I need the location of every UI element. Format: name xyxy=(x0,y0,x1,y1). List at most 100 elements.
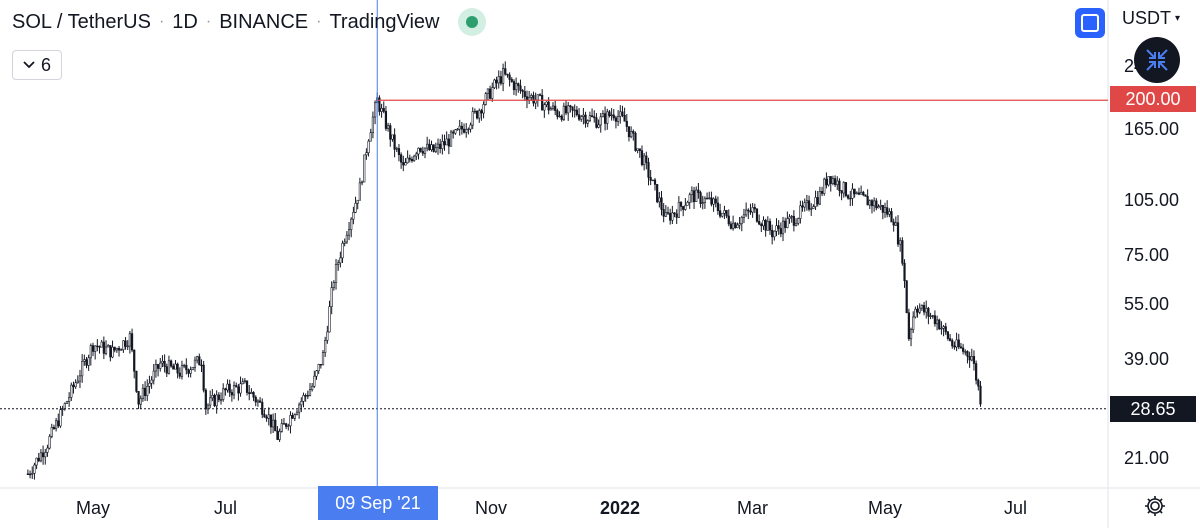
candle-body xyxy=(465,129,468,133)
candle-body xyxy=(922,305,926,313)
candle-body xyxy=(352,212,355,220)
candle-body xyxy=(554,105,557,111)
candle-body xyxy=(571,106,574,111)
candle-body xyxy=(371,116,375,134)
candle-body xyxy=(209,397,212,406)
candle-body xyxy=(938,319,941,330)
candle-body xyxy=(176,363,179,374)
candle-body xyxy=(37,457,40,462)
candle-body xyxy=(343,241,346,244)
candle-body xyxy=(120,349,123,351)
candle-body xyxy=(239,383,242,394)
price-axis-tick: 165.00 xyxy=(1124,119,1180,139)
candle-body xyxy=(445,138,448,146)
candle-body xyxy=(851,188,854,199)
candle-body xyxy=(536,94,539,101)
candle-body xyxy=(443,141,446,146)
candle-body xyxy=(506,73,509,76)
candle-body xyxy=(360,181,364,184)
candle-body xyxy=(315,370,318,377)
candle-body xyxy=(703,197,707,203)
candle-body xyxy=(666,212,670,214)
candle-body xyxy=(243,380,246,382)
candle-body xyxy=(688,194,691,203)
candle-body xyxy=(656,184,659,203)
symbol-header[interactable]: SOL / TetherUS · 1D · BINANCE · TradingV… xyxy=(12,8,486,36)
candle-body xyxy=(575,109,578,116)
candle-body xyxy=(886,207,889,215)
candle-body xyxy=(710,197,713,205)
candle-body xyxy=(217,394,220,400)
candle-body xyxy=(844,182,848,196)
candle-body xyxy=(100,341,103,348)
candle-body xyxy=(196,356,199,361)
candle-body xyxy=(705,197,709,200)
candle-body xyxy=(413,155,416,162)
shrink-button[interactable] xyxy=(1134,37,1180,83)
candle-body xyxy=(935,319,939,325)
candle-body xyxy=(72,384,75,388)
candle-body xyxy=(790,216,793,218)
candle-body xyxy=(473,110,476,113)
candle-body xyxy=(441,141,444,149)
candle-body xyxy=(215,394,218,407)
crosshair-date-tag: 09 Sep '21 xyxy=(318,486,438,520)
gear-icon[interactable] xyxy=(1143,494,1167,518)
candle-body xyxy=(690,190,693,196)
candle-body xyxy=(740,217,743,224)
candle-body xyxy=(606,111,609,124)
candle-body xyxy=(549,108,552,111)
candle-body xyxy=(695,189,698,202)
candle-body xyxy=(341,242,344,259)
candle-body xyxy=(33,464,36,474)
candle-body xyxy=(248,392,251,394)
candle-body xyxy=(267,414,270,419)
candle-body xyxy=(948,338,952,341)
market-status-icon xyxy=(457,8,486,36)
candle-body xyxy=(107,345,110,348)
candle-body xyxy=(662,209,665,217)
indicators-collapse-button[interactable]: 6 xyxy=(12,50,62,80)
candle-body xyxy=(803,202,806,208)
candle-body xyxy=(701,202,704,204)
candle-body xyxy=(280,423,283,432)
candle-body xyxy=(170,360,173,367)
candle-body xyxy=(41,452,45,458)
candle-body xyxy=(773,230,776,238)
candle-body xyxy=(454,129,457,134)
candle-body xyxy=(389,125,392,140)
candle-body xyxy=(189,369,192,374)
candle-body xyxy=(614,117,618,122)
candle-body xyxy=(586,120,589,124)
candle-body xyxy=(519,85,522,91)
candle-body xyxy=(332,282,335,288)
candle-body xyxy=(675,213,678,218)
candle-body xyxy=(712,198,715,205)
candle-body xyxy=(504,68,507,75)
candle-body xyxy=(369,132,372,142)
candle-body xyxy=(679,202,683,207)
candle-body xyxy=(669,213,672,221)
candle-body xyxy=(269,414,273,428)
candle-body xyxy=(319,363,322,366)
candle-body xyxy=(725,210,728,217)
candle-body xyxy=(786,218,789,228)
candle-body xyxy=(545,101,548,105)
candle-body xyxy=(788,216,791,219)
fullscreen-button[interactable] xyxy=(1075,8,1105,38)
candle-body xyxy=(632,131,635,134)
candle-body xyxy=(226,383,229,391)
candle-body xyxy=(771,229,774,238)
candle-body xyxy=(673,212,676,215)
level-price-tag[interactable]: 200.00 xyxy=(1110,86,1196,112)
candle-body xyxy=(98,346,101,348)
candle-body xyxy=(920,305,923,309)
candle-body xyxy=(213,395,216,407)
candle-body xyxy=(588,115,591,121)
candle-body xyxy=(265,416,268,419)
separator-dot: · xyxy=(205,13,212,30)
currency-selector[interactable]: USDT ▾ xyxy=(1122,8,1180,29)
candle-body xyxy=(397,148,401,156)
candle-body xyxy=(517,83,520,87)
